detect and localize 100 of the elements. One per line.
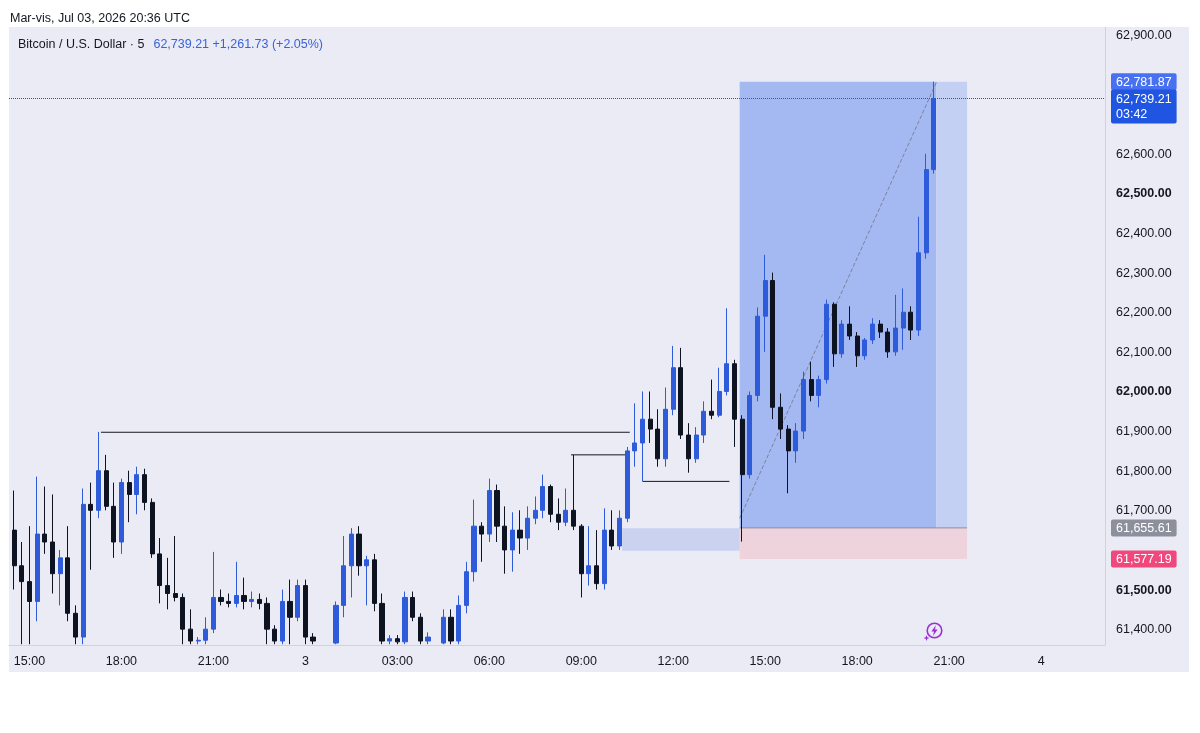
candlestick <box>548 484 553 523</box>
y-tick-label: 62,600.00 <box>1116 146 1172 161</box>
candlestick <box>42 486 47 555</box>
candlestick <box>150 497 155 559</box>
candlestick <box>839 319 844 359</box>
y-tick-label: 61,400.00 <box>1116 622 1172 637</box>
x-tick-label: 15:00 <box>13 653 46 668</box>
candlestick <box>12 490 17 591</box>
candlestick <box>196 636 201 645</box>
candlestick <box>364 555 369 606</box>
candlestick <box>487 478 492 543</box>
candlestick <box>387 634 392 645</box>
candlestick <box>441 608 446 645</box>
candlestick <box>502 505 507 575</box>
candlestick <box>264 596 270 645</box>
candlestick <box>640 390 645 482</box>
candlestick <box>180 593 185 645</box>
candlestick <box>686 422 691 474</box>
candlestick <box>671 345 676 416</box>
candlestick <box>832 301 837 368</box>
x-tick-label: 3 <box>301 653 309 668</box>
candlestick <box>517 509 523 555</box>
candlestick <box>786 424 791 494</box>
candlestick <box>50 493 55 594</box>
candlestick <box>19 541 24 645</box>
candlestick <box>81 488 86 645</box>
candlestick <box>372 553 377 612</box>
x-tick-label: 09:00 <box>565 653 597 668</box>
candlestick <box>27 525 32 645</box>
candlestick <box>655 408 660 468</box>
candlestick <box>287 579 293 645</box>
candlestick <box>464 561 469 614</box>
candlestick <box>471 499 477 583</box>
x-tick-label: 21:00 <box>197 653 230 668</box>
y-tick-label: 62,100.00 <box>1116 344 1172 359</box>
candlestick <box>494 484 500 543</box>
candlestick <box>824 299 829 385</box>
candlestick <box>127 470 132 523</box>
candlestick <box>395 634 400 645</box>
x-tick-label: 03:00 <box>381 653 414 668</box>
candlestick <box>594 529 599 591</box>
candlestick <box>73 604 78 645</box>
candlestick <box>58 549 63 606</box>
candlestick <box>218 589 224 606</box>
candlestick <box>793 422 798 464</box>
candlestick <box>402 591 408 645</box>
candlestick <box>203 616 208 645</box>
candlestick <box>885 327 890 359</box>
candlestick <box>870 317 875 345</box>
candlestick <box>747 390 752 480</box>
candlestick <box>418 612 423 645</box>
candlestick <box>924 153 929 260</box>
candlestick <box>916 216 921 337</box>
candlestick <box>556 497 561 531</box>
x-tick-label: 15:00 <box>749 653 781 668</box>
candlestick <box>755 306 760 402</box>
y-tick-label: 61,577.19 <box>1116 551 1172 566</box>
y-tick-label: 62,200.00 <box>1116 305 1172 320</box>
candlestick <box>142 468 147 511</box>
candlestick <box>211 551 216 634</box>
candlestick <box>249 591 254 608</box>
candlestick <box>119 478 124 555</box>
candlestick <box>104 454 109 511</box>
candlestick <box>96 431 101 519</box>
candlestick <box>816 375 821 408</box>
candlestick <box>134 466 139 515</box>
candlestick <box>35 476 40 622</box>
candlestick <box>165 557 170 610</box>
candlestick <box>456 594 461 645</box>
candlestick <box>65 525 70 622</box>
candlestick <box>809 361 814 402</box>
candlestick <box>878 319 883 339</box>
x-tick-label: 06:00 <box>473 653 505 668</box>
candlestick <box>540 474 545 519</box>
candlestick <box>510 511 515 573</box>
candlestick <box>931 81 936 175</box>
y-tick-label: 62,400.00 <box>1116 226 1172 240</box>
candlestick <box>341 535 346 618</box>
candlestick <box>602 507 607 591</box>
candlestick <box>425 631 431 645</box>
text: Bitcoin / U.S. Dollar · 5 <box>18 36 145 51</box>
text: 62,739.21 +1,261.73 (+2.05%) <box>153 36 324 51</box>
y-tick-label: 62,000.00 <box>1116 384 1172 399</box>
y-tick-label: 61,800.00 <box>1116 463 1172 478</box>
candlestick <box>563 488 568 527</box>
candlestick <box>678 347 683 440</box>
candlestick <box>908 305 913 341</box>
candlestick <box>356 525 362 577</box>
x-tick-label: 21:00 <box>933 653 965 668</box>
candlestick <box>579 523 584 598</box>
candlestick <box>901 287 906 351</box>
candlestick <box>257 593 262 610</box>
candlestick <box>111 482 116 559</box>
candlestick <box>410 591 415 622</box>
candlestick <box>609 509 614 551</box>
y-tick-label: 62,500.00 <box>1116 186 1172 201</box>
x-tick-label: 4 <box>1037 653 1045 668</box>
candlestick <box>448 608 454 645</box>
candlestick <box>709 379 714 420</box>
candlestick <box>533 495 538 525</box>
